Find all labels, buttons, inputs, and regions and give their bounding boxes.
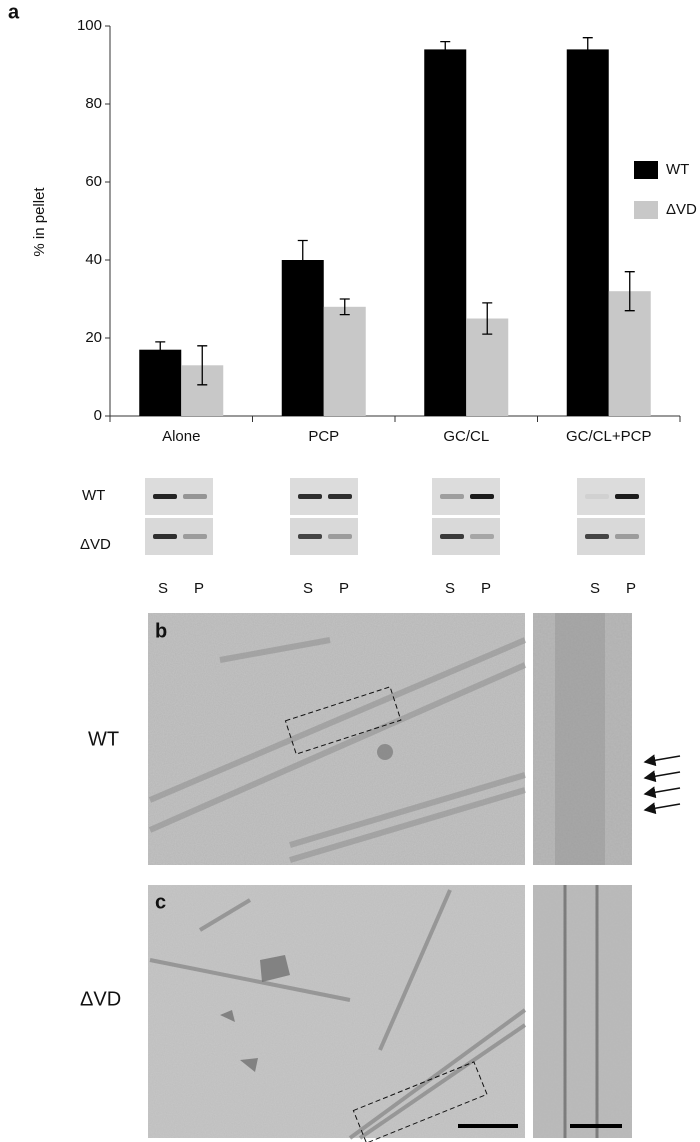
micrograph-row-label: WT	[88, 728, 119, 750]
error-bar	[624, 271, 635, 312]
gel-band	[615, 494, 639, 499]
lane-label: P	[626, 580, 636, 597]
bar	[139, 349, 182, 416]
gel-band	[298, 534, 322, 539]
x-tick-label: PCP	[308, 428, 339, 445]
gel-row-label: ΔVD	[80, 536, 111, 553]
gel-band	[440, 534, 464, 539]
error-bar	[155, 341, 166, 359]
error-bar	[440, 40, 451, 58]
error-bar	[297, 239, 308, 281]
lane-label: S	[445, 580, 455, 597]
lane-label: P	[194, 580, 204, 597]
gel-band	[585, 534, 609, 539]
gel-band	[153, 534, 177, 539]
panel-label: c	[155, 891, 166, 913]
micrograph-b: b WT	[88, 613, 681, 865]
y-tick-label: 0	[94, 407, 102, 424]
lane-label: S	[590, 580, 600, 597]
panel-label: a	[8, 1, 20, 23]
lane-label: S	[158, 580, 168, 597]
y-tick-label: 20	[85, 329, 102, 346]
gel-band	[585, 494, 609, 499]
gel-band	[183, 534, 207, 539]
x-tick-label: GC/CL+PCP	[566, 428, 651, 445]
gel-band	[470, 534, 494, 539]
gel-band	[328, 534, 352, 539]
gel-band	[440, 494, 464, 499]
x-tick-label: GC/CL	[443, 428, 489, 445]
micrograph-c: c ΔVD	[80, 885, 632, 1142]
y-tick-label: 40	[85, 251, 102, 268]
panel-label: b	[155, 620, 167, 642]
lane-label: P	[339, 580, 349, 597]
bar	[424, 49, 467, 417]
legend-swatch	[634, 161, 658, 179]
error-bar	[339, 298, 350, 316]
gel-band	[298, 494, 322, 499]
legend-swatch	[634, 201, 658, 219]
gel-band	[153, 494, 177, 499]
gel-band	[328, 494, 352, 499]
gel-row-label: WT	[82, 487, 105, 504]
y-tick-label: 80	[85, 95, 102, 112]
legend-label: WT	[666, 161, 689, 178]
lane-label: S	[303, 580, 313, 597]
gel-band	[615, 534, 639, 539]
y-tick-label: 60	[85, 173, 102, 190]
error-bar	[197, 345, 208, 386]
bar	[281, 260, 324, 416]
gel-band	[470, 494, 494, 499]
bar	[566, 49, 609, 417]
y-tick-label: 100	[77, 17, 102, 34]
x-tick-label: Alone	[162, 428, 200, 445]
bar	[323, 306, 366, 416]
gel-band	[183, 494, 207, 499]
error-bar	[482, 302, 493, 335]
y-axis-label: % in pellet	[31, 187, 48, 257]
legend-label: ΔVD	[666, 201, 697, 218]
lane-label: P	[481, 580, 491, 597]
micrograph-row-label: ΔVD	[80, 988, 121, 1010]
bar	[608, 291, 651, 416]
error-bar	[582, 37, 593, 62]
